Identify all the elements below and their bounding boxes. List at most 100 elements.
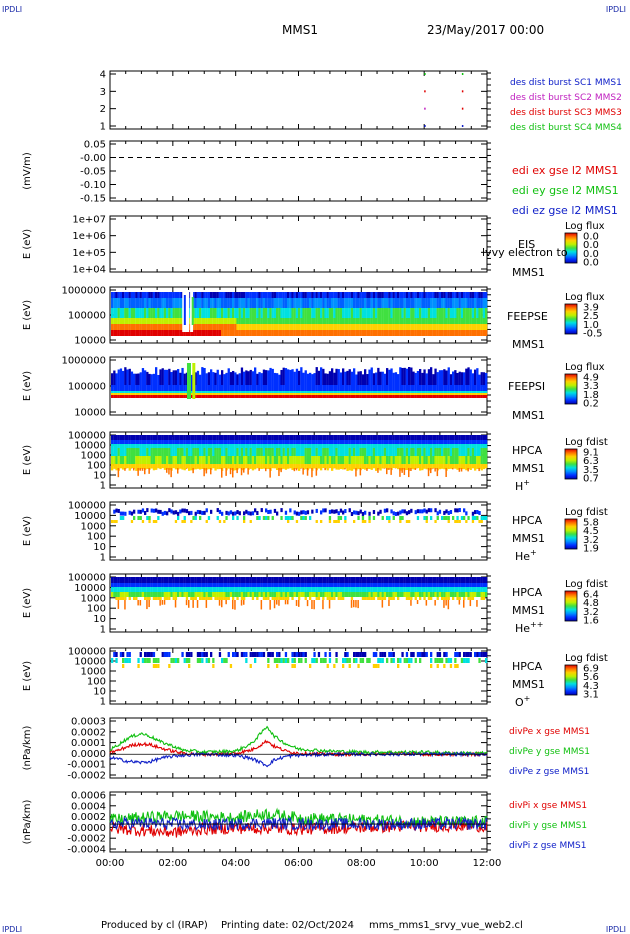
spectrogram-cell	[115, 435, 118, 440]
spectrogram-cell	[225, 440, 228, 444]
spectrogram-cell	[456, 395, 459, 398]
spectrogram-cell	[205, 587, 208, 592]
spectrogram-cell	[342, 318, 345, 324]
burst-marker	[461, 125, 464, 127]
spectrogram-cell	[133, 583, 136, 587]
spectrogram-cell	[128, 592, 131, 597]
spectrogram-cell	[419, 597, 422, 600]
spectrogram-cell	[361, 464, 365, 469]
colorbar-tick-hpca_he: 5.8	[583, 518, 599, 529]
spectrogram-cell	[419, 448, 422, 456]
spectrogram-cell	[190, 395, 193, 398]
spectrogram-cell	[293, 318, 296, 324]
spectrogram-cell	[295, 468, 298, 471]
spectrogram-cell	[234, 587, 237, 592]
spectrogram-cell	[172, 308, 175, 318]
spectrogram-cell	[238, 385, 241, 391]
spectrogram-cell	[269, 435, 272, 440]
spectrogram-cell	[289, 440, 292, 444]
y-tick-label-burst: 1	[100, 122, 106, 133]
spectrogram-cell	[234, 324, 237, 330]
spectrogram-cell	[229, 372, 233, 385]
spectrogram-cell	[335, 464, 338, 470]
spectrogram-cell	[280, 298, 283, 308]
spectrogram-cell	[383, 444, 387, 448]
spectrogram-cell	[172, 330, 175, 336]
spectrogram-cell	[353, 444, 356, 448]
spectrogram-cell	[379, 456, 382, 464]
spectrogram-cell	[469, 592, 472, 597]
spectrogram-cell	[115, 577, 118, 583]
spectrogram-cell	[146, 508, 149, 513]
spectrogram-cell	[126, 440, 129, 444]
spectrogram-cell	[155, 587, 158, 592]
spectrogram-cell	[236, 435, 239, 440]
spectrogram-cell	[432, 391, 435, 393]
spectrogram-cell	[190, 435, 193, 440]
spectrogram-cell	[245, 370, 248, 385]
spectrogram-cell	[122, 577, 125, 583]
spectrogram-cell	[405, 583, 409, 587]
spectrogram-cell	[119, 318, 123, 324]
spectrogram-cell	[177, 369, 180, 385]
spectrogram-cell	[344, 292, 347, 298]
spectrogram-cell	[375, 456, 378, 464]
spectrogram-cell	[423, 577, 426, 583]
spectrogram-cell	[172, 370, 175, 385]
spectrogram-cell	[390, 391, 393, 393]
spectrogram-cell	[298, 308, 301, 318]
spectrogram-cell	[170, 385, 173, 391]
spectrogram-cell	[205, 308, 208, 318]
spectrogram-cell	[260, 583, 263, 587]
spectrogram-cell	[130, 592, 134, 597]
spectrogram-cell	[410, 464, 413, 469]
spectrogram-cell	[463, 440, 466, 444]
spectrogram-cell	[185, 435, 189, 440]
spectrogram-cell	[225, 444, 228, 448]
spectrogram-cell	[315, 395, 318, 398]
spectrogram-cell	[218, 597, 222, 600]
spectrogram-cell	[256, 516, 259, 520]
spectrogram-cell	[423, 330, 426, 336]
spectrogram-cell	[216, 448, 219, 456]
spectrogram-cell	[166, 444, 169, 448]
spectrogram-cell	[282, 318, 285, 324]
spectrogram-cell	[163, 577, 167, 583]
y-tick-label-divpi: -0.0004	[67, 845, 106, 856]
spectrogram-cell	[137, 330, 140, 336]
spectrogram-cell	[386, 577, 389, 583]
spectrogram-cell	[467, 464, 470, 470]
spectrogram-cell	[357, 600, 359, 609]
spectrogram-cell	[421, 385, 424, 391]
spectrogram-cell	[262, 318, 266, 324]
spectrogram-cell	[414, 456, 417, 464]
spectrogram-cell	[368, 385, 371, 391]
spectrogram-cell	[353, 385, 356, 391]
spectrogram-cell	[401, 393, 404, 395]
spectrogram-cell	[381, 298, 384, 308]
spectrogram-cell	[436, 372, 439, 385]
spectrogram-cell	[326, 318, 329, 324]
spectrogram-cell	[218, 298, 222, 308]
spectrogram-cell	[304, 393, 307, 395]
spectrogram-cell	[273, 385, 277, 391]
spectrogram-cell	[240, 464, 244, 471]
spectrogram-cell	[416, 308, 420, 318]
spectrogram-cell	[361, 597, 365, 600]
spectrogram-cell	[434, 330, 437, 336]
spectrogram-cell	[203, 308, 206, 318]
spectrogram-cell	[372, 292, 376, 298]
y-tick-label-hpca_he: 10000	[74, 511, 106, 522]
spectrogram-cell	[170, 372, 173, 385]
spectrogram-cell	[139, 444, 142, 448]
spectrogram-cell	[190, 587, 193, 592]
spectrogram-cell	[399, 510, 402, 515]
spectrogram-cell	[194, 395, 197, 398]
spectrogram-cell	[155, 393, 158, 395]
spectrogram-cell	[454, 308, 457, 318]
spectrogram-cell	[454, 440, 457, 444]
spectrogram-cell	[216, 330, 219, 336]
spectrogram-cell	[425, 292, 428, 298]
spectrogram-cell	[328, 520, 332, 523]
spectrogram-cell	[368, 597, 371, 600]
